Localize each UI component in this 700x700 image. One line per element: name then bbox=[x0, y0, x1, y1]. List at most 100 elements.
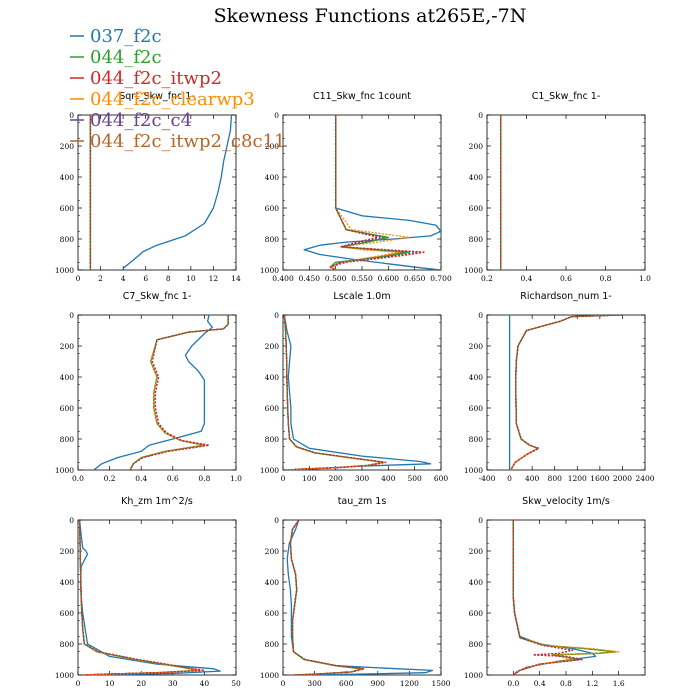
panel-title: C11_Skw_fnc 1count bbox=[313, 91, 411, 102]
series-line-037-f2c bbox=[93, 315, 213, 470]
y-tick-label: 1000 bbox=[464, 266, 483, 275]
series-group bbox=[283, 315, 432, 470]
legend-label: 037_f2c bbox=[90, 26, 162, 47]
plot-frame bbox=[77, 114, 237, 271]
y-tick-label: 400 bbox=[265, 173, 280, 182]
x-tick-label: 10 bbox=[186, 274, 196, 283]
x-tick-label: 900 bbox=[371, 679, 386, 688]
x-tick-label: 50 bbox=[231, 679, 241, 688]
x-tick-label: 400 bbox=[525, 474, 540, 483]
x-tick-label: -400 bbox=[479, 474, 496, 483]
x-tick-label: 2400 bbox=[635, 474, 654, 483]
x-tick-label: 0 bbox=[76, 679, 81, 688]
plot-frame bbox=[77, 519, 237, 676]
y-tick-label: 800 bbox=[60, 435, 75, 444]
y-tick-label: 600 bbox=[469, 404, 484, 413]
y-tick-label: 200 bbox=[265, 342, 280, 351]
x-tick-label: 4 bbox=[121, 274, 126, 283]
y-tick-label: 600 bbox=[265, 204, 280, 213]
x-tick-label: 6 bbox=[143, 274, 148, 283]
x-tick-label: 0.550 bbox=[351, 274, 373, 283]
x-tick-label: 0 bbox=[76, 274, 81, 283]
series-line-044-f2c-c4 bbox=[512, 520, 584, 675]
x-tick-label: 1.2 bbox=[586, 679, 598, 688]
series-line-044-f2c-itwp2 bbox=[283, 315, 387, 470]
x-tick-label: 0.700 bbox=[430, 274, 452, 283]
x-tick-label: 0.500 bbox=[325, 274, 347, 283]
x-tick-label: 200 bbox=[329, 474, 344, 483]
x-tick-label: 0.8 bbox=[560, 679, 572, 688]
y-tick-label: 1000 bbox=[55, 266, 74, 275]
y-tick-label: 600 bbox=[469, 609, 484, 618]
x-tick-label: 2 bbox=[98, 274, 103, 283]
x-tick-label: 1.6 bbox=[613, 679, 625, 688]
y-tick-label: 0 bbox=[69, 311, 74, 320]
series-group bbox=[303, 115, 441, 270]
x-tick-label: 0.8 bbox=[600, 274, 612, 283]
y-tick-label: 0 bbox=[478, 516, 483, 525]
x-tick-label: 0.6 bbox=[560, 274, 572, 283]
series-line-037-f2c bbox=[286, 520, 434, 675]
x-tick-label: 0.2 bbox=[104, 474, 116, 483]
series-line-044-f2c-itwp2 bbox=[510, 315, 623, 470]
y-tick-label: 0 bbox=[274, 111, 279, 120]
y-tick-label: 800 bbox=[469, 435, 484, 444]
y-tick-label: 200 bbox=[60, 342, 75, 351]
panel-title: Richardson_num 1- bbox=[520, 291, 611, 302]
y-tick-label: 0 bbox=[478, 111, 483, 120]
series-group bbox=[78, 520, 221, 675]
x-tick-label: 500 bbox=[408, 474, 423, 483]
series-line-044-f2c-clearwp3 bbox=[283, 315, 384, 470]
y-tick-label: 400 bbox=[265, 373, 280, 382]
series-line-044-f2c-itwp2-c8c11 bbox=[512, 520, 617, 675]
x-tick-label: 600 bbox=[339, 679, 354, 688]
x-tick-label: 300 bbox=[307, 679, 322, 688]
x-tick-label: 300 bbox=[355, 474, 370, 483]
y-tick-label: 200 bbox=[265, 547, 280, 556]
y-tick-label: 800 bbox=[265, 235, 280, 244]
y-tick-label: 1000 bbox=[260, 671, 279, 680]
series-line-044-f2c-clearwp3 bbox=[510, 315, 623, 470]
y-tick-label: 1000 bbox=[55, 671, 74, 680]
panel-title: Lscale 1.0m bbox=[333, 291, 390, 302]
series-line-044-f2c-clearwp3 bbox=[129, 315, 229, 470]
x-tick-label: 0.8 bbox=[198, 474, 210, 483]
x-tick-label: 800 bbox=[548, 474, 563, 483]
y-tick-label: 800 bbox=[265, 640, 280, 649]
series-line-044-f2c-itwp2 bbox=[289, 520, 365, 675]
y-tick-label: 400 bbox=[265, 578, 280, 587]
series-line-044-f2c-clearwp3 bbox=[512, 520, 620, 675]
y-tick-label: 600 bbox=[469, 204, 484, 213]
x-tick-label: 0.400 bbox=[272, 274, 294, 283]
y-tick-label: 800 bbox=[60, 640, 75, 649]
y-tick-label: 0 bbox=[478, 311, 483, 320]
x-tick-label: 0.4 bbox=[534, 679, 546, 688]
x-tick-label: 2000 bbox=[613, 474, 632, 483]
y-tick-label: 1000 bbox=[464, 671, 483, 680]
panel-6: Richardson_num 1- 0 200 400 600 800 1000-400 0 4… bbox=[464, 291, 655, 483]
panel-title: tau_zm 1s bbox=[338, 496, 387, 507]
series-line-044-f2c-itwp2-c8c11 bbox=[289, 520, 363, 675]
y-tick-label: 1000 bbox=[55, 466, 74, 475]
series-group bbox=[93, 315, 229, 470]
x-tick-label: 1200 bbox=[400, 679, 419, 688]
series-line-037-f2c bbox=[283, 315, 432, 470]
plot-frame bbox=[282, 114, 442, 271]
series-line-044-f2c-itwp2-c8c11 bbox=[129, 315, 229, 470]
x-tick-label: 0.4 bbox=[135, 474, 147, 483]
panel-title: Skw_velocity 1m/s bbox=[522, 496, 610, 507]
plot-frame bbox=[77, 314, 237, 471]
x-tick-label: 14 bbox=[231, 274, 241, 283]
panel-title: Sqrt_Skw_fnc 1- bbox=[119, 91, 195, 102]
y-tick-label: 400 bbox=[60, 373, 75, 382]
y-tick-label: 800 bbox=[469, 235, 484, 244]
x-tick-label: 1600 bbox=[590, 474, 609, 483]
figure-title: Skewness Functions at265E,-7N bbox=[214, 5, 527, 27]
y-tick-label: 400 bbox=[60, 173, 75, 182]
panel-9: Skw_velocity 1m/s 0 200 400 600 800 1000 0.0 0.4… bbox=[464, 496, 646, 688]
